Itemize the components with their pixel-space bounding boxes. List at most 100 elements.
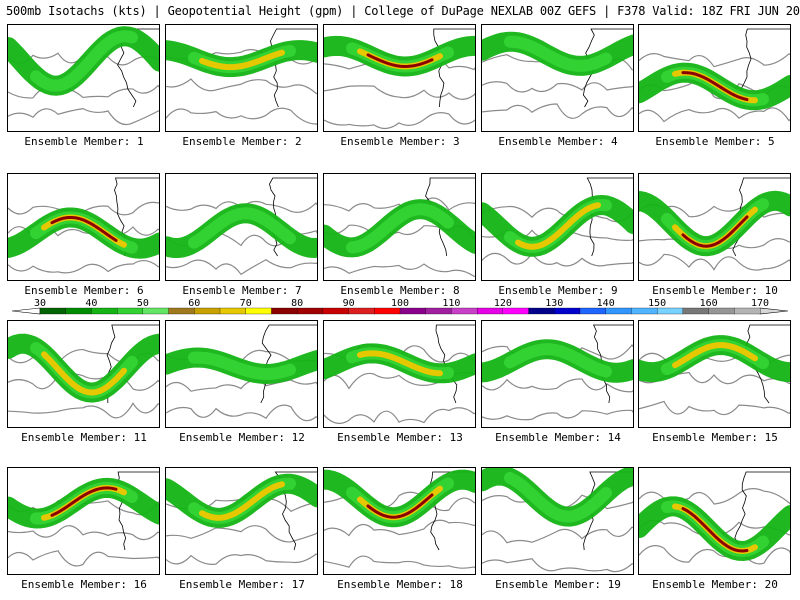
height-contour — [324, 85, 475, 100]
isotach-band — [50, 216, 118, 242]
isotach-band — [50, 486, 118, 517]
colorbar-tick-label: 140 — [597, 298, 615, 309]
colorbar-tick-label: 40 — [85, 298, 97, 309]
height-contour — [8, 402, 159, 419]
height-contour — [324, 519, 475, 537]
colorbar-tick-label: 90 — [343, 298, 355, 309]
ensemble-member-label: Ensemble Member: 20 — [652, 578, 778, 591]
colorbar-tick-label: 170 — [751, 298, 769, 309]
ensemble-member-label: Ensemble Member: 1 — [24, 135, 144, 148]
isotach-band — [504, 35, 612, 72]
isotach-band — [681, 507, 749, 553]
height-contour — [482, 378, 633, 393]
ensemble-panel — [7, 173, 160, 281]
ensemble-member-label: Ensemble Member: 2 — [182, 135, 302, 148]
ensemble-member-label: Ensemble Member: 19 — [495, 578, 621, 591]
isotach-band — [504, 343, 612, 378]
height-contour — [166, 78, 317, 95]
ensemble-panel — [638, 320, 791, 428]
isotach-band — [346, 203, 454, 254]
isotach-band — [199, 49, 285, 71]
ensemble-panel — [7, 24, 160, 132]
height-contour — [8, 201, 159, 216]
coastline — [435, 324, 475, 404]
isotach-colorbar: 30 40 50 60 70 80 90 100 110 120 130 140 150 160 170 — [11, 298, 789, 315]
ensemble-panel — [481, 467, 634, 575]
ensemble-panel — [165, 320, 318, 428]
height-contour — [166, 107, 317, 125]
height-contour — [324, 407, 475, 424]
isotach-band — [199, 481, 285, 521]
ensemble-member-label: Ensemble Member: 15 — [652, 431, 778, 444]
isotach-band — [188, 207, 296, 249]
ensemble-panel — [323, 173, 476, 281]
ensemble-panel — [165, 467, 318, 575]
colorbar-tick-label: 50 — [137, 298, 149, 309]
isotach-band — [681, 215, 749, 248]
height-contour — [639, 253, 790, 271]
isotach-band — [681, 71, 749, 102]
ensemble-member-label: Ensemble Member: 14 — [495, 431, 621, 444]
height-contour — [166, 259, 317, 276]
colorbar-tick-label: 150 — [648, 298, 666, 309]
ensemble-member-label: Ensemble Member: 6 — [24, 284, 144, 297]
ensemble-panel — [481, 173, 634, 281]
height-contour — [639, 400, 790, 416]
height-contour — [482, 81, 633, 93]
ensemble-panel — [165, 173, 318, 281]
ensemble-panel — [481, 320, 634, 428]
ensemble-member-label: Ensemble Member: 9 — [498, 284, 618, 297]
height-contour — [324, 263, 475, 277]
height-contour — [8, 84, 159, 99]
height-contour — [166, 404, 317, 422]
ensemble-panel — [323, 320, 476, 428]
colorbar-tick-label: 60 — [188, 298, 200, 309]
height-contour — [8, 525, 159, 541]
ensemble-panel — [323, 467, 476, 575]
height-contour — [639, 53, 790, 68]
height-contour — [166, 200, 317, 213]
ensemble-member-label: Ensemble Member: 7 — [182, 284, 302, 297]
ensemble-member-label: Ensemble Member: 16 — [21, 578, 147, 591]
height-contour — [324, 112, 475, 130]
isotach-band — [366, 493, 434, 519]
height-contour — [482, 558, 633, 573]
height-contour — [166, 379, 317, 392]
colorbar-tick-label: 110 — [442, 298, 460, 309]
height-contour — [8, 107, 159, 126]
ensemble-panel — [7, 320, 160, 428]
isotach-band — [515, 202, 601, 250]
ensemble-panel — [638, 467, 791, 575]
ensemble-panel — [638, 173, 791, 281]
height-contour — [166, 525, 317, 543]
ensemble-member-label: Ensemble Member: 4 — [498, 135, 618, 148]
height-contour — [8, 373, 159, 391]
height-contour — [482, 103, 633, 119]
ensemble-member-label: Ensemble Member: 12 — [179, 431, 305, 444]
ensemble-member-label: Ensemble Member: 8 — [340, 284, 460, 297]
height-contour — [166, 553, 317, 565]
height-contour — [639, 519, 790, 536]
coastline — [429, 471, 475, 551]
isotach-band — [366, 53, 434, 69]
isotach-band — [41, 351, 127, 396]
ensemble-member-label: Ensemble Member: 13 — [337, 431, 463, 444]
height-contour — [324, 555, 475, 569]
colorbar-tick-label: 120 — [494, 298, 512, 309]
isotach-band — [661, 500, 769, 558]
isotach-band — [346, 477, 454, 524]
ensemble-member-label: Ensemble Member: 17 — [179, 578, 305, 591]
isotach-band — [672, 342, 758, 369]
colorbar-tick-label: 70 — [240, 298, 252, 309]
height-contour — [482, 494, 633, 510]
isotach-band — [357, 350, 443, 377]
ensemble-panel — [165, 24, 318, 132]
ensemble-member-label: Ensemble Member: 3 — [340, 135, 460, 148]
isotach-band — [188, 351, 296, 381]
colorbar-tick-label: 80 — [291, 298, 303, 309]
map-title: 500mb Isotachs (kts) | Geopotential Heig… — [6, 4, 800, 18]
colorbar-bin — [734, 307, 761, 315]
ensemble-panel — [323, 24, 476, 132]
height-contour — [482, 252, 633, 267]
colorbar-tick-label: 130 — [545, 298, 563, 309]
